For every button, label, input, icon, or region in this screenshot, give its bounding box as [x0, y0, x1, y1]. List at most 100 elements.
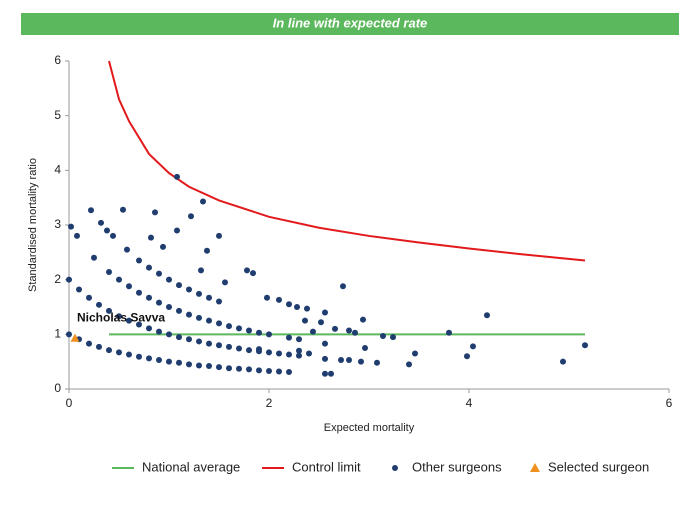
- point: [106, 269, 112, 276]
- point: [116, 349, 122, 356]
- y-tick-label: 3: [54, 217, 61, 231]
- point: [146, 294, 152, 301]
- legend-marker: [392, 465, 398, 471]
- point: [148, 234, 154, 241]
- legend-label: Other surgeons: [412, 459, 502, 474]
- point: [318, 319, 324, 326]
- chart-title: In line with expected rate: [273, 15, 428, 30]
- point: [304, 305, 310, 312]
- point: [464, 353, 470, 360]
- point: [176, 307, 182, 314]
- point: [146, 264, 152, 271]
- point: [174, 173, 180, 180]
- point: [91, 254, 97, 261]
- point: [412, 350, 418, 357]
- point: [216, 232, 222, 239]
- point: [322, 370, 328, 377]
- y-tick-label: 5: [54, 108, 61, 122]
- point: [236, 365, 242, 372]
- point: [390, 334, 396, 341]
- legend-marker: [530, 463, 540, 472]
- point: [136, 289, 142, 296]
- x-axis-label: Expected mortality: [324, 422, 415, 434]
- point-label: Nicholas Savva: [77, 310, 165, 324]
- point: [166, 331, 172, 338]
- y-tick-label: 1: [54, 327, 61, 341]
- point: [216, 342, 222, 349]
- point: [136, 257, 142, 264]
- point: [76, 286, 82, 293]
- point: [196, 362, 202, 369]
- point: [226, 323, 232, 330]
- point: [246, 327, 252, 334]
- point: [166, 276, 172, 283]
- point: [206, 294, 212, 301]
- point: [136, 353, 142, 360]
- point: [186, 311, 192, 318]
- point: [96, 343, 102, 350]
- point: [322, 355, 328, 362]
- point: [176, 282, 182, 289]
- point: [152, 209, 158, 216]
- point: [98, 219, 104, 226]
- point: [222, 279, 228, 286]
- point: [124, 246, 130, 253]
- point: [186, 361, 192, 368]
- x-tick-label: 6: [666, 396, 673, 410]
- point: [302, 317, 308, 324]
- point: [74, 232, 80, 239]
- point: [166, 304, 172, 310]
- point: [244, 267, 250, 274]
- point: [358, 358, 364, 365]
- point: [106, 347, 112, 354]
- point: [266, 367, 272, 374]
- point: [206, 317, 212, 324]
- point: [470, 343, 476, 350]
- point: [126, 283, 132, 290]
- point: [362, 345, 368, 351]
- point: [86, 294, 92, 301]
- point: [346, 357, 352, 364]
- point: [116, 313, 122, 320]
- point: [166, 358, 172, 365]
- point: [216, 320, 222, 327]
- point: [110, 232, 116, 239]
- point: [106, 307, 112, 314]
- point: [582, 342, 588, 349]
- point: [286, 351, 292, 358]
- point: [328, 370, 334, 377]
- point: [216, 364, 222, 371]
- point: [236, 325, 242, 332]
- point: [96, 301, 102, 308]
- point: [296, 336, 302, 343]
- point: [294, 304, 300, 310]
- point: [306, 350, 312, 357]
- point: [360, 316, 366, 323]
- point: [352, 329, 358, 336]
- point: [156, 299, 162, 306]
- point: [186, 336, 192, 343]
- legend-label: Control limit: [292, 459, 361, 474]
- point: [196, 314, 202, 321]
- y-tick-label: 6: [54, 53, 61, 67]
- y-tick-label: 4: [54, 163, 61, 177]
- legend-label: National average: [142, 459, 240, 474]
- point: [446, 329, 452, 336]
- point: [206, 340, 212, 347]
- point: [176, 359, 182, 366]
- point: [186, 286, 192, 293]
- point: [266, 331, 272, 338]
- y-tick-label: 2: [54, 272, 61, 286]
- point: [206, 363, 212, 370]
- point: [126, 351, 132, 358]
- point: [246, 366, 252, 373]
- point: [86, 340, 92, 347]
- point: [338, 357, 344, 364]
- point: [236, 345, 242, 352]
- point: [296, 347, 302, 354]
- point: [286, 334, 292, 341]
- point: [256, 346, 262, 353]
- point: [286, 369, 292, 376]
- point: [484, 312, 490, 319]
